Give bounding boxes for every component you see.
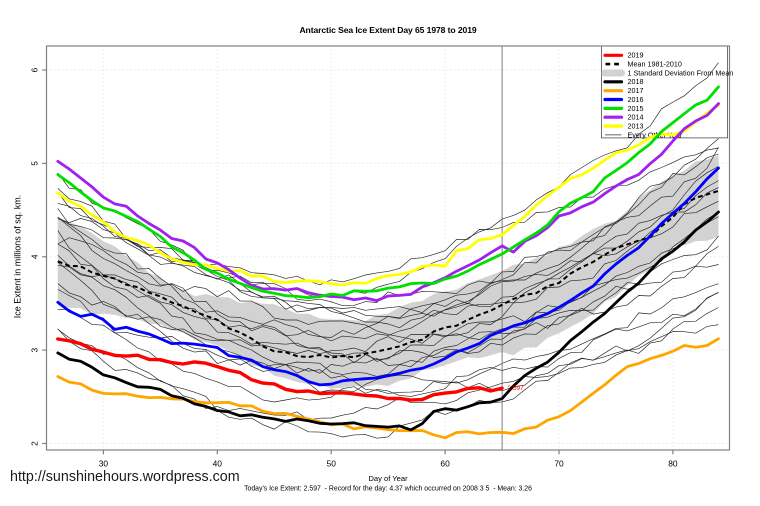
svg-text:60: 60: [440, 458, 450, 468]
svg-text:2017: 2017: [628, 86, 644, 95]
svg-text:6: 6: [30, 67, 40, 72]
svg-text:2018: 2018: [628, 77, 644, 86]
svg-text:Ice Extent in millions of sq.: Ice Extent in millions of sq. km.: [13, 195, 23, 319]
svg-text:3: 3: [30, 347, 40, 352]
svg-text:2016: 2016: [628, 95, 644, 104]
svg-text:http://sunshinehours.wordpress: http://sunshinehours.wordpress.com: [10, 469, 240, 485]
svg-text:1 Standard Deviation From Mean: 1 Standard Deviation From Mean: [628, 68, 734, 77]
svg-text:50: 50: [327, 458, 337, 468]
svg-text:80: 80: [668, 458, 678, 468]
svg-text:40: 40: [213, 458, 223, 468]
svg-text:2014: 2014: [628, 113, 644, 122]
svg-text:2019: 2019: [628, 51, 644, 60]
svg-text:Today's Ice Extent: 2.597 - R: Today's Ice Extent: 2.597 - Record for t…: [244, 486, 532, 493]
svg-text:70: 70: [554, 458, 564, 468]
svg-text:Day of Year: Day of Year: [368, 474, 408, 483]
svg-text:2015: 2015: [628, 104, 644, 113]
svg-text:2.597: 2.597: [508, 385, 525, 392]
svg-text:5: 5: [30, 161, 40, 166]
svg-text:30: 30: [99, 458, 109, 468]
svg-text:2013: 2013: [628, 122, 644, 131]
svg-text:Mean 1981-2010: Mean 1981-2010: [628, 60, 682, 69]
svg-text:Antarctic Sea Ice Extent Day 6: Antarctic Sea Ice Extent Day 65 1978 to …: [299, 25, 476, 35]
svg-text:4: 4: [30, 254, 40, 259]
svg-text:2: 2: [30, 441, 40, 446]
